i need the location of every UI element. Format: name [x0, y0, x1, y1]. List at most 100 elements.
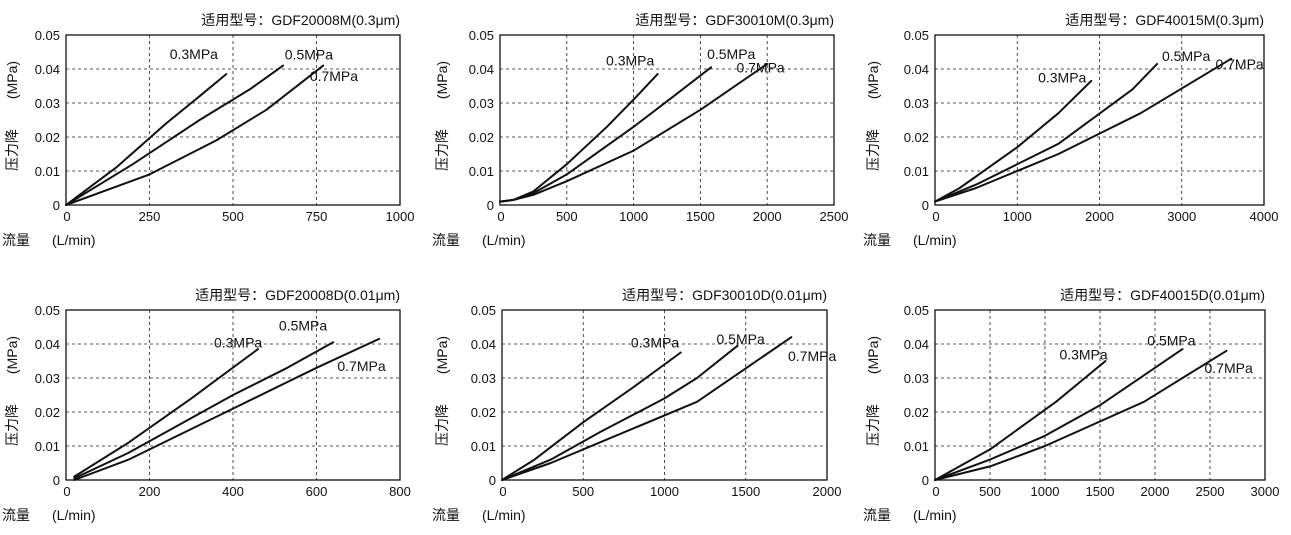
- series-line-0.3MPa: [934, 79, 1093, 203]
- series-label: 0.7MPa: [1205, 360, 1253, 376]
- y-tick-label: 0.01: [469, 164, 494, 179]
- series-line-0.5MPa: [501, 344, 739, 481]
- x-tick-label: 2000: [1085, 209, 1114, 224]
- chart-2: 适用型号：GDF30010M(0.3μm) 0 0.01 0.02 0.03 0.04 0.…: [432, 12, 848, 248]
- y-tick-label: 0.05: [35, 303, 60, 318]
- y-axis-label: 压力降: [434, 404, 450, 446]
- y-tick-label: 0.03: [35, 371, 60, 386]
- y-tick-label: 0.05: [904, 303, 929, 318]
- plot-frame: [65, 34, 401, 206]
- y-tick-label: 0: [922, 473, 929, 488]
- chart-6: 适用型号：GDF40015D(0.01μm) 0 0.01 0.02 0.03 0.04 0…: [863, 287, 1279, 523]
- plot-frame: [499, 34, 835, 206]
- y-tick-label: 0.04: [35, 62, 60, 77]
- x-axis-label: 流量: [863, 232, 891, 248]
- x-tick-label: 3000: [1251, 484, 1280, 499]
- x-tick-label: 1000: [386, 209, 415, 224]
- series-label: 0.7MPa: [788, 348, 836, 364]
- series-line-0.3MPa: [65, 73, 228, 206]
- series-line-0.7MPa: [65, 64, 325, 206]
- series-label: 0.5MPa: [1147, 333, 1195, 349]
- series-line-0.5MPa: [73, 341, 335, 480]
- x-tick-label: 0: [63, 209, 70, 224]
- series-line-0.3MPa: [934, 360, 1107, 481]
- chart-title: 适用型号：GDF30010D(0.01μm): [622, 287, 827, 303]
- series-line-0.7MPa: [499, 62, 769, 203]
- x-axis-unit: (L/min): [52, 232, 96, 248]
- y-tick-label: 0.01: [35, 164, 60, 179]
- y-tick-label: 0.02: [471, 405, 496, 420]
- y-tick-label: 0.03: [904, 371, 929, 386]
- chart-title: 适用型号：GDF30010M(0.3μm): [635, 12, 834, 28]
- x-tick-label: 2000: [753, 209, 782, 224]
- y-tick-label: 0: [489, 473, 496, 488]
- series-label: 0.3MPa: [631, 334, 679, 350]
- y-tick-label: 0.04: [904, 337, 929, 352]
- plot-frame: [501, 309, 828, 481]
- x-axis-unit: (L/min): [482, 232, 526, 248]
- x-tick-label: 500: [979, 484, 1001, 499]
- x-tick-label: 0: [497, 209, 504, 224]
- series-label: 0.5MPa: [707, 46, 755, 62]
- y-tick-label: 0.04: [35, 337, 60, 352]
- y-axis-unit: (MPa): [434, 336, 450, 374]
- x-tick-label: 2000: [1141, 484, 1170, 499]
- y-axis-unit: (MPa): [4, 336, 20, 374]
- x-tick-label: 400: [222, 484, 244, 499]
- y-tick-label: 0: [53, 473, 60, 488]
- series-label: 0.7MPa: [736, 59, 784, 75]
- x-axis-label: 流量: [432, 232, 460, 248]
- x-tick-label: 800: [389, 484, 411, 499]
- chart-title: 适用型号：GDF20008M(0.3μm): [201, 12, 400, 28]
- y-tick-label: 0.02: [35, 405, 60, 420]
- x-tick-label: 600: [306, 484, 328, 499]
- series-line-0.7MPa: [501, 336, 793, 481]
- plot-frame: [934, 34, 1265, 206]
- chart-3: 适用型号：GDF40015M(0.3μm) 0 0.01 0.02 0.03 0.04 0.…: [863, 12, 1278, 248]
- series-line-0.7MPa: [934, 349, 1228, 481]
- chart-5: 适用型号：GDF30010D(0.01μm) 0 0.01 0.02 0.03 0.04 0…: [432, 287, 841, 523]
- x-tick-label: 200: [139, 484, 161, 499]
- series-line-0.7MPa: [934, 57, 1233, 203]
- series-label: 0.3MPa: [606, 53, 654, 69]
- series-label: 0.3MPa: [170, 46, 218, 62]
- x-tick-label: 0: [63, 484, 70, 499]
- y-tick-label: 0.01: [904, 164, 929, 179]
- plot-frame: [934, 309, 1266, 481]
- series-line-0.5MPa: [499, 66, 713, 203]
- y-tick-label: 0.05: [471, 303, 496, 318]
- x-tick-label: 0: [932, 209, 939, 224]
- y-axis-label: 压力降: [434, 129, 450, 171]
- y-tick-label: 0.03: [471, 371, 496, 386]
- series-label: 0.7MPa: [337, 358, 385, 374]
- chart-title: 适用型号：GDF40015M(0.3μm): [1065, 12, 1264, 28]
- x-axis-unit: (L/min): [52, 507, 96, 523]
- x-axis-label: 流量: [2, 507, 30, 523]
- y-tick-label: 0.02: [904, 405, 929, 420]
- x-tick-label: 1000: [1031, 484, 1060, 499]
- y-tick-label: 0.02: [35, 130, 60, 145]
- y-axis-unit: (MPa): [4, 61, 20, 99]
- y-tick-label: 0.01: [35, 439, 60, 454]
- x-tick-label: 2000: [813, 484, 842, 499]
- y-axis-label: 压力降: [4, 404, 20, 446]
- x-axis-label: 流量: [432, 507, 460, 523]
- chart-title: 适用型号：GDF20008D(0.01μm): [195, 287, 400, 303]
- series-label: 0.3MPa: [214, 334, 262, 350]
- x-axis-unit: (L/min): [913, 232, 957, 248]
- chart-1: 适用型号：GDF20008M(0.3μm) 0 0.01 0.02 0.03 0.04 0.…: [2, 12, 414, 248]
- y-axis-unit: (MPa): [865, 336, 881, 374]
- chart-4: 适用型号：GDF20008D(0.01μm) 0 0.01 0.02 0.03 0.04 0…: [2, 287, 411, 523]
- y-tick-label: 0: [922, 198, 929, 213]
- x-axis-unit: (L/min): [482, 507, 526, 523]
- series-label: 0.3MPa: [1038, 70, 1086, 86]
- plot-frame: [65, 309, 401, 481]
- y-tick-label: 0.05: [35, 28, 60, 43]
- y-tick-label: 0.01: [904, 439, 929, 454]
- y-tick-label: 0.05: [904, 28, 929, 43]
- y-tick-label: 0.01: [471, 439, 496, 454]
- x-tick-label: 0: [932, 484, 939, 499]
- series-label: 0.5MPa: [717, 331, 765, 347]
- chart-title: 适用型号：GDF40015D(0.01μm): [1060, 287, 1265, 303]
- x-tick-label: 2500: [1196, 484, 1225, 499]
